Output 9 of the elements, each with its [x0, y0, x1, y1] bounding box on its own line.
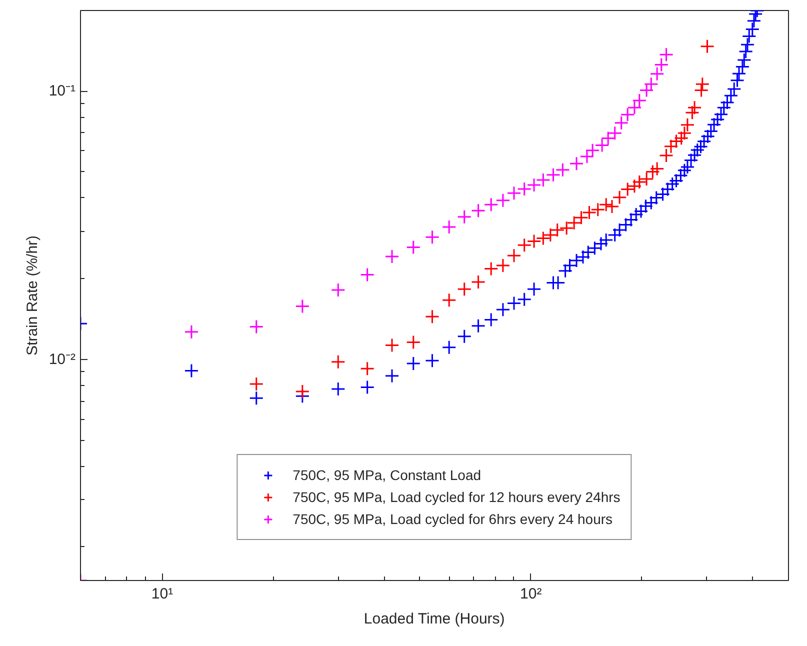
legend-label: 750C, 95 MPa, Load cycled for 12 hours every 24hrs: [292, 489, 620, 505]
y-tick-label: 10⁻²: [48, 350, 76, 368]
x-tick-label: 10²: [520, 586, 542, 602]
y-axis-title: Strain Rate (%/hr): [24, 235, 41, 356]
y-tick-label: 10⁻¹: [48, 82, 76, 100]
legend-label: 750C, 95 MPa, Constant Load: [292, 467, 482, 483]
x-tick-label: 10¹: [151, 586, 174, 602]
x-axis-title: Loaded Time (Hours): [364, 610, 505, 628]
legend-label: 750C, 95 MPa, Load cycled for 6hrs every 24 hours: [292, 511, 613, 527]
